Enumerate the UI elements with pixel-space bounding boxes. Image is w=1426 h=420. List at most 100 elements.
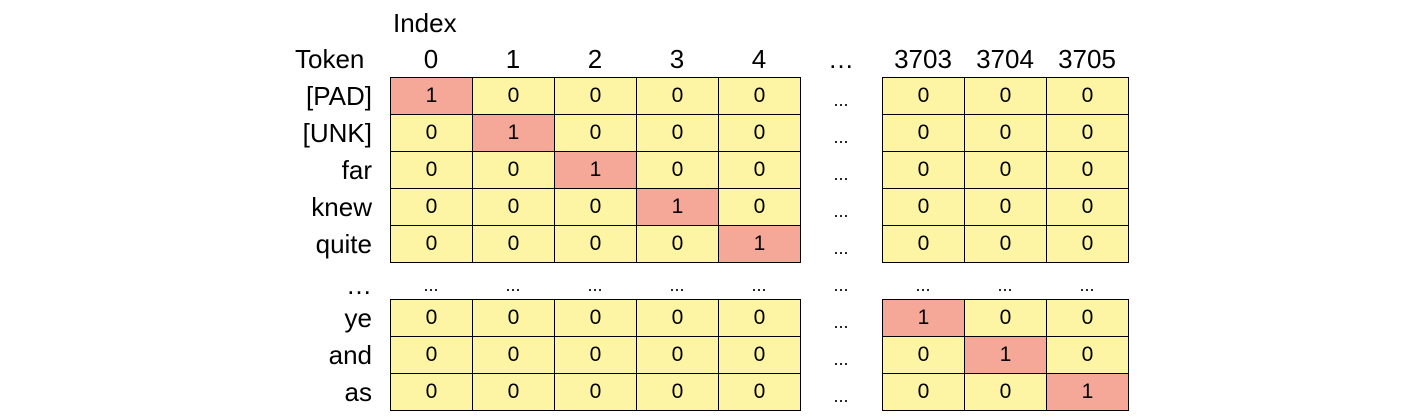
row-ye-cell-3703: 1 [882,299,965,337]
token-label: Token [295,44,365,74]
row-far-cell-3705: 0 [1046,151,1129,189]
column-index-0: 0 [423,44,439,74]
row-pad-cell-2: 0 [554,77,637,115]
row-and-cell-2: 0 [554,336,637,374]
row-and-cell-3: 0 [636,336,719,374]
ellipsis-row-cell: ... [1079,275,1095,295]
row-pad-gap-ellipsis: ... [833,90,849,110]
row-ye-token-label: ye [344,303,372,333]
row-quite-cell-1: 0 [472,225,555,263]
row-ye-cell-0: 0 [390,299,473,337]
row-quite-cell-2: 0 [554,225,637,263]
row-quite-gap-ellipsis: ... [833,238,849,258]
row-as-gap-ellipsis: ... [833,386,849,406]
row-and-cell-3704: 1 [964,336,1047,374]
row-as-cell-4: 0 [718,373,801,411]
row-quite-cell-0: 0 [390,225,473,263]
row-ye-cell-2: 0 [554,299,637,337]
row-knew-cell-3703: 0 [882,188,965,226]
ellipsis-row-cell: ... [997,275,1013,295]
row-unk-token-label: [UNK] [302,118,372,148]
ellipsis-row-cell: ... [587,275,603,295]
ellipsis-row-cell: ... [915,275,931,295]
ellipsis-row-cell: ... [669,275,685,295]
column-index-3705: 3705 [1058,44,1116,74]
row-quite-token-label: quite [315,229,372,259]
row-far-cell-3704: 0 [964,151,1047,189]
row-knew-token-label: knew [311,192,372,222]
row-as-cell-1: 0 [472,373,555,411]
row-unk-cell-3703: 0 [882,114,965,152]
row-unk-cell-4: 0 [718,114,801,152]
row-knew-cell-3: 1 [636,188,719,226]
row-unk-cell-3705: 0 [1046,114,1129,152]
row-quite-cell-4: 1 [718,225,801,263]
index-label: Index [393,8,457,38]
row-and-gap-ellipsis: ... [833,349,849,369]
column-index-3: 3 [669,44,685,74]
row-and-token-label: and [328,340,372,370]
row-pad-cell-3704: 0 [964,77,1047,115]
row-ye-cell-3: 0 [636,299,719,337]
row-as-cell-3703: 0 [882,373,965,411]
row-pad-cell-4: 0 [718,77,801,115]
row-ye-cell-3705: 0 [1046,299,1129,337]
ellipsis-row-cell: ... [505,275,521,295]
row-unk-gap-ellipsis: ... [833,127,849,147]
row-pad-cell-1: 0 [472,77,555,115]
row-quite-cell-3704: 0 [964,225,1047,263]
row-quite-cell-3: 0 [636,225,719,263]
ellipsis-row-cell: ... [751,275,767,295]
row-as-cell-3705: 1 [1046,373,1129,411]
row-pad-cell-3703: 0 [882,77,965,115]
row-quite-cell-3705: 0 [1046,225,1129,263]
row-unk-cell-2: 0 [554,114,637,152]
row-pad-cell-0: 1 [390,77,473,115]
row-quite-cell-3703: 0 [882,225,965,263]
column-index-4: 4 [751,44,767,74]
row-knew-cell-2: 0 [554,188,637,226]
ellipsis-row-label: … [346,270,372,300]
row-pad-token-label: [PAD] [306,81,372,111]
column-index-3703: 3703 [894,44,952,74]
row-unk-cell-3704: 0 [964,114,1047,152]
row-far-gap-ellipsis: ... [833,164,849,184]
ellipsis-row-cell: ... [423,275,439,295]
row-as-cell-3704: 0 [964,373,1047,411]
row-far-cell-4: 0 [718,151,801,189]
column-index-gap: … [828,44,854,74]
row-knew-cell-3705: 0 [1046,188,1129,226]
row-far-cell-3: 0 [636,151,719,189]
row-knew-cell-4: 0 [718,188,801,226]
row-pad-cell-3705: 0 [1046,77,1129,115]
row-unk-cell-0: 0 [390,114,473,152]
row-as-token-label: as [344,377,372,407]
row-knew-cell-0: 0 [390,188,473,226]
row-far-cell-0: 0 [390,151,473,189]
row-far-cell-1: 0 [472,151,555,189]
row-as-cell-2: 0 [554,373,637,411]
row-ye-cell-1: 0 [472,299,555,337]
row-as-cell-3: 0 [636,373,719,411]
row-and-cell-4: 0 [718,336,801,374]
column-index-3704: 3704 [976,44,1034,74]
row-far-cell-2: 1 [554,151,637,189]
column-index-1: 1 [505,44,521,74]
row-far-token-label: far [341,155,372,185]
ellipsis-row-gap: ... [833,275,849,295]
row-and-cell-0: 0 [390,336,473,374]
row-and-cell-3705: 0 [1046,336,1129,374]
row-knew-cell-3704: 0 [964,188,1047,226]
row-unk-cell-3: 0 [636,114,719,152]
row-knew-gap-ellipsis: ... [833,201,849,221]
row-ye-cell-3704: 0 [964,299,1047,337]
row-knew-cell-1: 0 [472,188,555,226]
column-index-2: 2 [587,44,603,74]
row-far-cell-3703: 0 [882,151,965,189]
row-ye-gap-ellipsis: ... [833,312,849,332]
row-ye-cell-4: 0 [718,299,801,337]
row-and-cell-1: 0 [472,336,555,374]
row-and-cell-3703: 0 [882,336,965,374]
row-unk-cell-1: 1 [472,114,555,152]
